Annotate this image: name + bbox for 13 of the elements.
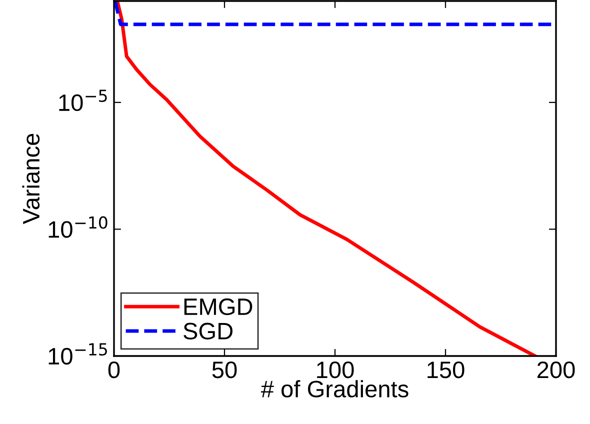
- y-tick-label: 10$^{−5}$: [59, 90, 107, 112]
- line-series: [116, 1, 537, 356]
- x-tick-label: 200: [537, 361, 575, 378]
- legend-label: SGD: [184, 322, 233, 340]
- x-tick-label: 100: [317, 361, 354, 378]
- legend-label: EMGD: [184, 298, 252, 316]
- x-tick-label: 0: [108, 361, 120, 378]
- y-axis-title: Variance: [22, 134, 40, 224]
- x-axis-title: # of Gradients: [260, 380, 408, 398]
- x-tick-label: 50: [212, 361, 237, 378]
- y-tick-label: 10$^{−15}$: [48, 343, 107, 365]
- x-tick-label: 150: [428, 361, 464, 378]
- y-tick-label: 10$^{−10}$: [48, 216, 108, 238]
